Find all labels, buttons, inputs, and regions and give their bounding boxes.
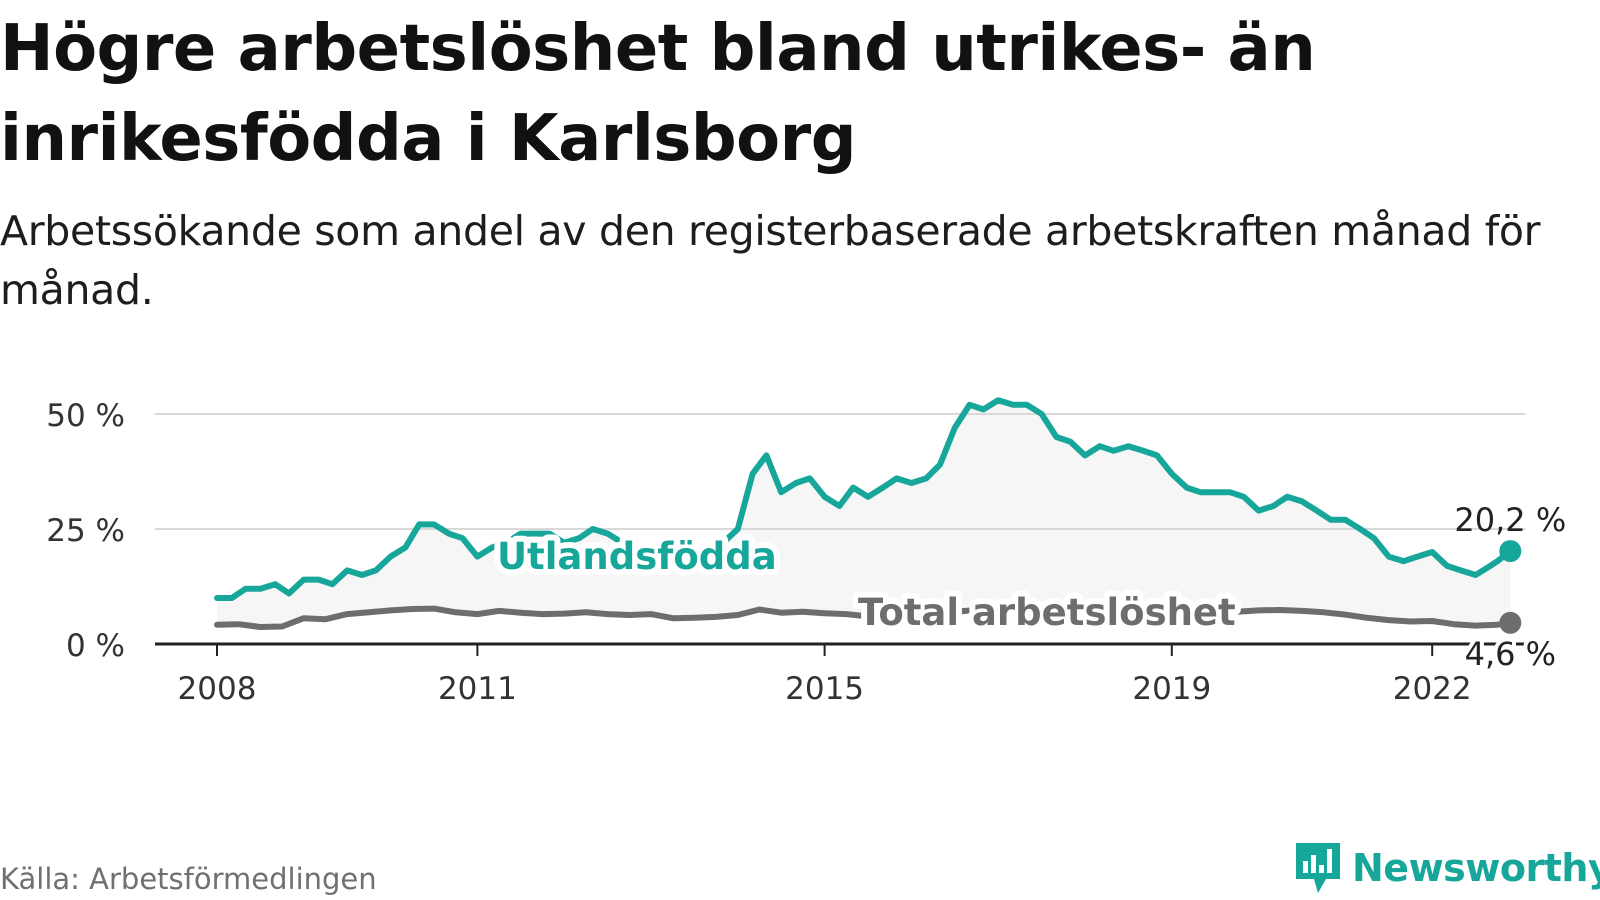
x-tick-label: 2015 (785, 671, 864, 707)
end-point-utlandsfodda (1499, 540, 1522, 563)
x-tick-label: 2008 (178, 671, 257, 707)
x-tick-label: 2019 (1132, 671, 1211, 707)
y-tick-label: 0 % (66, 628, 125, 664)
newsworthy-chart-icon (1296, 843, 1340, 893)
series-label-utlandsfodda: Utlandsfödda (497, 535, 777, 578)
end-value-utlandsfodda: 20,2 % (1454, 501, 1566, 539)
chart-subtitle: Arbetssökande som andel av den registerb… (0, 207, 1541, 314)
x-tick-label: 2011 (438, 671, 517, 707)
y-tick-label: 25 % (46, 513, 125, 549)
chart-title: Högre arbetslöshet bland utrikes- än inr… (0, 12, 1316, 176)
y-tick-label: 50 % (46, 398, 125, 434)
gap-area (217, 400, 1511, 627)
series-label-utlandsfodda-halo: Utlandsfödda (497, 535, 777, 578)
series-label-total-halo: Total arbetslöshet (858, 591, 1236, 634)
source-note: Källa: Arbetsförmedlingen (0, 862, 377, 896)
x-tick-label: 2022 (1393, 671, 1472, 707)
series-line-utlandsfodda (214, 397, 1514, 601)
brand-logo: Newsworthy (1292, 838, 1600, 898)
end-point-total (1499, 611, 1522, 634)
brand-name: Newsworthy (1352, 846, 1600, 890)
end-value-total: 4,6 % (1465, 635, 1556, 673)
series-label-total: Total arbetslöshet (858, 591, 1236, 634)
series-line-total (214, 605, 1514, 630)
